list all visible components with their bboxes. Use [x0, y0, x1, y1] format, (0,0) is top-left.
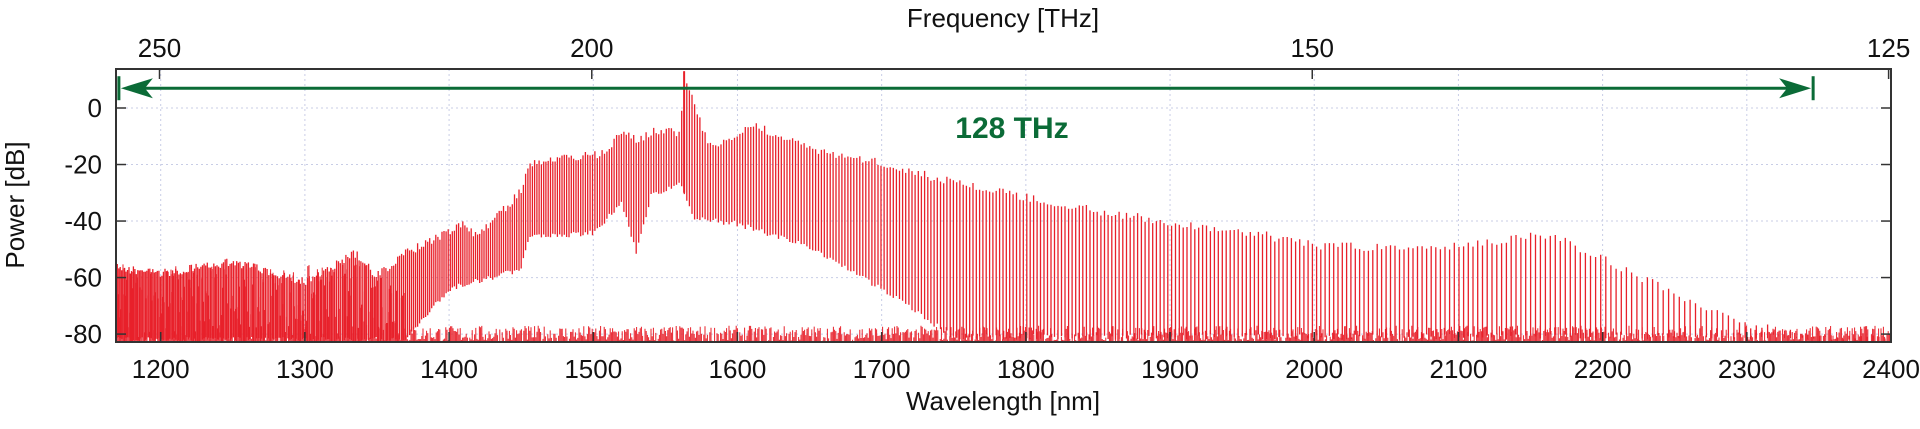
- x2-tick-label: 150: [1291, 33, 1334, 63]
- y-tick-label: -40: [64, 206, 102, 236]
- x-tick-label: 2000: [1285, 354, 1343, 384]
- arrow-head-left: [120, 78, 153, 99]
- y-tick-label: -80: [64, 319, 102, 349]
- x2-tick-label: 250: [138, 33, 181, 63]
- x-tick-label: 1400: [420, 354, 478, 384]
- x2-tick-label: 200: [570, 33, 613, 63]
- x2-axis-label: Frequency [THz]: [907, 3, 1099, 33]
- bandwidth-label: 128 THz: [955, 112, 1068, 145]
- x-tick-label: 2200: [1574, 354, 1632, 384]
- x-tick-label: 1800: [997, 354, 1055, 384]
- x-tick-label: 1700: [853, 354, 911, 384]
- x-tick-label: 1500: [564, 354, 622, 384]
- x-tick-label: 1900: [1141, 354, 1199, 384]
- x-tick-label: 1300: [276, 354, 334, 384]
- arrow-head-right: [1779, 78, 1812, 99]
- x-tick-label: 1200: [132, 354, 190, 384]
- x-tick-label: 2400: [1862, 354, 1920, 384]
- y-tick-label: -20: [64, 150, 102, 180]
- x-tick-label: 2300: [1718, 354, 1776, 384]
- bandwidth-arrow: [117, 76, 1815, 101]
- y-tick-label: -60: [64, 263, 102, 293]
- plot-frame: [115, 68, 1892, 343]
- ticks: 1200 1300 1400 1500 1600 1700 1800 1900 2000 2100…: [64, 33, 1920, 384]
- noise-floor: [116, 263, 1892, 342]
- x-tick-label: 2100: [1430, 354, 1488, 384]
- x-tick-label: 1600: [709, 354, 767, 384]
- x2-tick-label: 125: [1867, 33, 1910, 63]
- y-tick-label: 0: [88, 93, 102, 123]
- x-axis-label: Wavelength [nm]: [906, 386, 1100, 416]
- y-axis-label: Power [dB]: [0, 141, 30, 268]
